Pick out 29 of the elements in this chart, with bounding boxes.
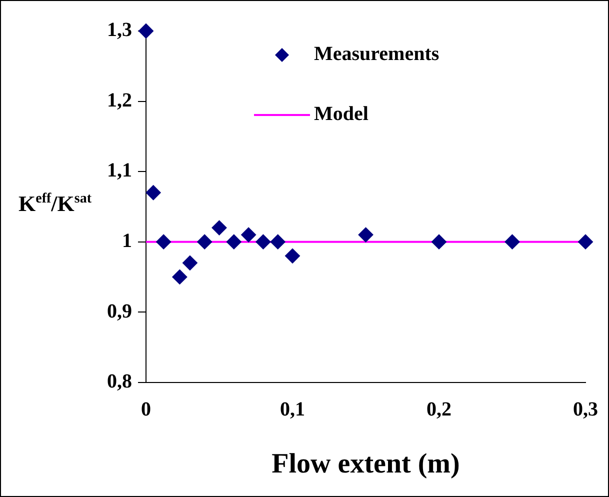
y-tick-label: 1,2 [107,89,132,112]
x-tick-label: 0,3 [573,398,598,421]
point [182,255,198,270]
point [504,234,520,250]
x-axis-title: Flow extent (m) [272,448,460,480]
y-tick-label: 1,3 [107,19,132,42]
x-tick-label: 0,1 [280,398,305,421]
point [285,248,300,264]
point [197,234,212,250]
point [146,185,161,200]
y-tick-label: 0,8 [107,370,132,393]
legend-label: Measurements [314,43,440,66]
point [212,220,227,236]
x-tick-label: 0,2 [426,398,452,421]
point [241,227,256,242]
point [172,269,188,284]
point [256,234,271,250]
point [358,227,374,242]
point [578,234,593,250]
y-tick-label: 0,9 [107,300,132,322]
x-tick-label: 0 [141,398,151,421]
y-tick-label: 1 [122,230,132,252]
legend-label: Model [314,103,369,126]
point [432,234,446,250]
y-axis-title: K$^{eff}$/K$^{sat}$ [17,191,93,218]
point [156,234,172,250]
y-tick-label: 1,1 [107,160,132,182]
point [226,234,242,250]
point [270,234,286,250]
